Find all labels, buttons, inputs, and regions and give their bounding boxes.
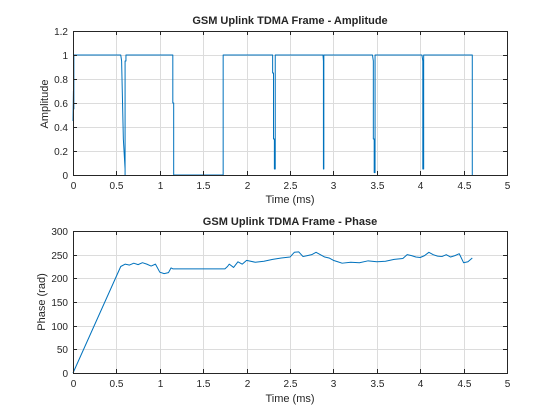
amplitude-series-line — [72, 54, 473, 176]
phase-x-axis-label: Time (ms) — [265, 393, 314, 405]
phase-y-tick-label: 0 — [62, 369, 68, 380]
amplitude-axes — [73, 31, 508, 176]
phase-grid — [73, 231, 508, 374]
phase-x-tick-label: 0.5 — [110, 379, 124, 390]
phase-series-line — [72, 251, 473, 374]
phase-axes — [73, 231, 508, 374]
amplitude-x-tick-label: 4 — [418, 181, 424, 192]
amplitude-series — [72, 54, 473, 176]
phase-axes-box — [73, 231, 508, 374]
amplitude-x-tick-label: 3.5 — [371, 181, 385, 192]
phase-x-tick-label: 4.5 — [458, 379, 472, 390]
amplitude-y-tick-label: 0.4 — [54, 123, 68, 134]
phase-y-tick-label: 150 — [51, 298, 68, 309]
amplitude-y-tick-label: 0 — [62, 171, 68, 182]
phase-x-tick-label: 2.5 — [284, 379, 298, 390]
amplitude-panel: GSM Uplink TDMA Frame - Amplitude 0 0.5 1 1… — [39, 15, 511, 206]
phase-x-tick-label: 5 — [505, 379, 511, 390]
phase-y-tick-label: 200 — [51, 274, 68, 285]
amplitude-x-tick-label: 4.5 — [458, 181, 472, 192]
phase-x-tick-label: 3 — [331, 379, 337, 390]
phase-x-tick-label: 0 — [71, 379, 77, 390]
amplitude-y-tick-label: 0.6 — [54, 99, 68, 110]
amplitude-x-tick-label: 5 — [505, 181, 511, 192]
amplitude-y-tick-label: 1 — [62, 51, 68, 62]
phase-y-axis-label: Phase (rad) — [36, 273, 48, 330]
phase-y-tick-label: 100 — [51, 322, 68, 333]
phase-series — [72, 251, 473, 374]
phase-chart-title: GSM Uplink TDMA Frame - Phase — [203, 216, 377, 228]
phase-y-tick-label: 300 — [51, 227, 68, 238]
phase-x-tick-label: 1 — [158, 379, 164, 390]
amplitude-x-tick-label: 0 — [71, 181, 77, 192]
amplitude-tick-labels: 0 0.5 1 1.5 2 2.5 3 3.5 4 4.5 5 0 0.2 0.4 0.6 0.8 1 1.2 — [54, 27, 511, 192]
amplitude-chart-title: GSM Uplink TDMA Frame - Amplitude — [192, 15, 387, 27]
phase-y-tick-label: 250 — [51, 251, 68, 262]
phase-panel: GSM Uplink TDMA Frame - Phase 0 0.5 1 1.5 2 2… — [36, 216, 511, 405]
amplitude-y-tick-label: 1.2 — [54, 27, 68, 38]
amplitude-x-axis-label: Time (ms) — [265, 194, 314, 206]
phase-x-tick-label: 2 — [245, 379, 251, 390]
amplitude-y-tick-label: 0.8 — [54, 75, 68, 86]
amplitude-x-tick-label: 3 — [331, 181, 337, 192]
amplitude-y-tick-label: 0.2 — [54, 147, 68, 158]
amplitude-y-axis-label: Amplitude — [39, 80, 51, 129]
amplitude-axes-box — [73, 31, 508, 176]
phase-x-tick-label: 3.5 — [371, 379, 385, 390]
phase-x-tick-label: 1.5 — [197, 379, 211, 390]
amplitude-x-tick-label: 1 — [158, 181, 164, 192]
amplitude-x-tick-label: 2 — [245, 181, 251, 192]
phase-y-tick-label: 50 — [57, 345, 69, 356]
phase-x-tick-label: 4 — [418, 379, 424, 390]
amplitude-x-tick-label: 1.5 — [197, 181, 211, 192]
amplitude-x-tick-label: 0.5 — [110, 181, 124, 192]
amplitude-x-tick-label: 2.5 — [284, 181, 298, 192]
